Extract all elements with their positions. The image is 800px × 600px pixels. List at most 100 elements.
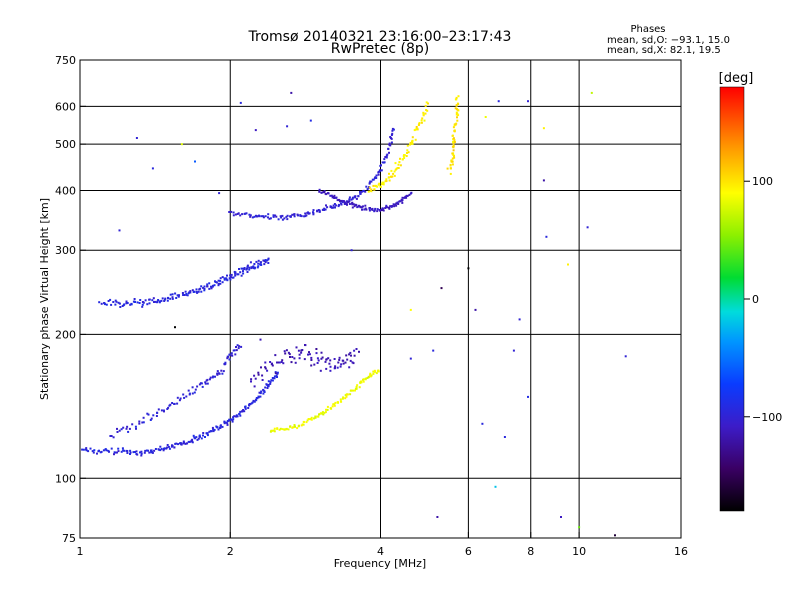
echo-point — [198, 434, 201, 437]
echo-point — [210, 287, 213, 290]
y-tick-label: 400 — [55, 184, 76, 197]
echo-point — [206, 378, 209, 381]
echo-point — [209, 376, 212, 379]
echo-point — [312, 209, 315, 212]
echo-point — [151, 299, 154, 302]
echo-point — [377, 369, 380, 372]
echo-point — [229, 278, 232, 281]
echo-point — [317, 359, 320, 362]
echo-point — [163, 447, 166, 450]
echo-point — [560, 516, 562, 518]
echo-point — [122, 426, 125, 429]
echo-point — [249, 261, 252, 264]
echo-point — [339, 398, 342, 401]
echo-point — [191, 392, 194, 395]
echo-point — [221, 372, 224, 375]
echo-point — [196, 438, 199, 441]
echo-point — [257, 396, 260, 399]
echo-point — [277, 218, 280, 221]
echo-point — [221, 281, 224, 284]
echo-point — [254, 129, 257, 132]
y-tick-label: 200 — [55, 328, 76, 341]
echo-point — [171, 402, 174, 404]
echo-point — [230, 352, 233, 355]
echo-point — [148, 302, 151, 305]
echo-point — [451, 160, 454, 163]
echo-point — [340, 199, 343, 202]
echo-point — [247, 407, 250, 409]
echo-point — [171, 444, 174, 447]
echo-point — [200, 437, 203, 440]
echo-point — [202, 434, 204, 437]
echo-point — [422, 113, 425, 116]
echo-point — [251, 401, 254, 404]
echo-point — [338, 358, 341, 361]
echo-point — [298, 353, 301, 356]
echo-point — [484, 116, 487, 118]
echo-point — [218, 192, 221, 195]
echo-point — [144, 299, 147, 302]
echo-point — [269, 361, 272, 363]
echo-point — [273, 377, 276, 380]
echo-point — [261, 379, 264, 381]
echo-point — [151, 167, 154, 170]
echo-point — [212, 428, 215, 431]
x-tick-label: 8 — [527, 545, 534, 558]
echo-point — [119, 306, 122, 308]
echo-point — [452, 126, 455, 129]
echo-point — [159, 449, 162, 452]
echo-point — [184, 442, 187, 445]
echo-point — [232, 214, 235, 217]
echo-point — [270, 363, 273, 366]
echo-point — [144, 449, 147, 452]
echo-point — [226, 423, 229, 426]
data-points — [81, 91, 627, 537]
echo-point — [418, 122, 421, 124]
echo-point — [257, 262, 260, 265]
echo-point — [135, 427, 137, 430]
echo-point — [420, 119, 423, 122]
echo-point — [348, 366, 351, 369]
echo-point — [136, 301, 139, 304]
echo-point — [408, 193, 411, 196]
echo-point — [354, 195, 357, 198]
echo-point — [301, 349, 304, 351]
echo-point — [120, 450, 123, 453]
echo-point — [253, 263, 256, 265]
echo-point — [253, 385, 256, 388]
echo-point — [250, 378, 253, 381]
echo-point — [289, 215, 292, 218]
echo-point — [358, 350, 360, 353]
echo-point — [287, 351, 290, 354]
echo-point — [381, 183, 383, 186]
echo-point — [427, 102, 429, 105]
echo-point — [241, 213, 244, 216]
echo-point — [267, 258, 270, 261]
echo-point — [275, 215, 278, 218]
echo-point — [272, 429, 275, 432]
echo-point — [219, 424, 222, 427]
echo-point — [285, 349, 288, 352]
echo-point — [313, 363, 316, 366]
echo-point — [212, 430, 215, 433]
echo-point — [285, 215, 288, 218]
echo-point — [300, 215, 303, 218]
echo-point — [152, 297, 155, 300]
y-tick-label: 100 — [55, 472, 76, 485]
echo-point — [194, 437, 197, 440]
echo-point — [390, 205, 393, 208]
echo-point — [103, 302, 106, 304]
echo-point — [244, 406, 247, 409]
echo-point — [359, 192, 362, 195]
echo-point — [332, 204, 335, 207]
echo-point — [100, 450, 103, 453]
echo-point — [112, 301, 115, 303]
echo-point — [392, 172, 395, 175]
echo-point — [392, 203, 395, 206]
echo-point — [224, 361, 227, 364]
echo-point — [134, 425, 137, 428]
echo-point — [237, 273, 240, 276]
echo-point — [494, 485, 497, 488]
x-tick-label: 6 — [465, 545, 472, 558]
echo-point — [257, 373, 260, 376]
